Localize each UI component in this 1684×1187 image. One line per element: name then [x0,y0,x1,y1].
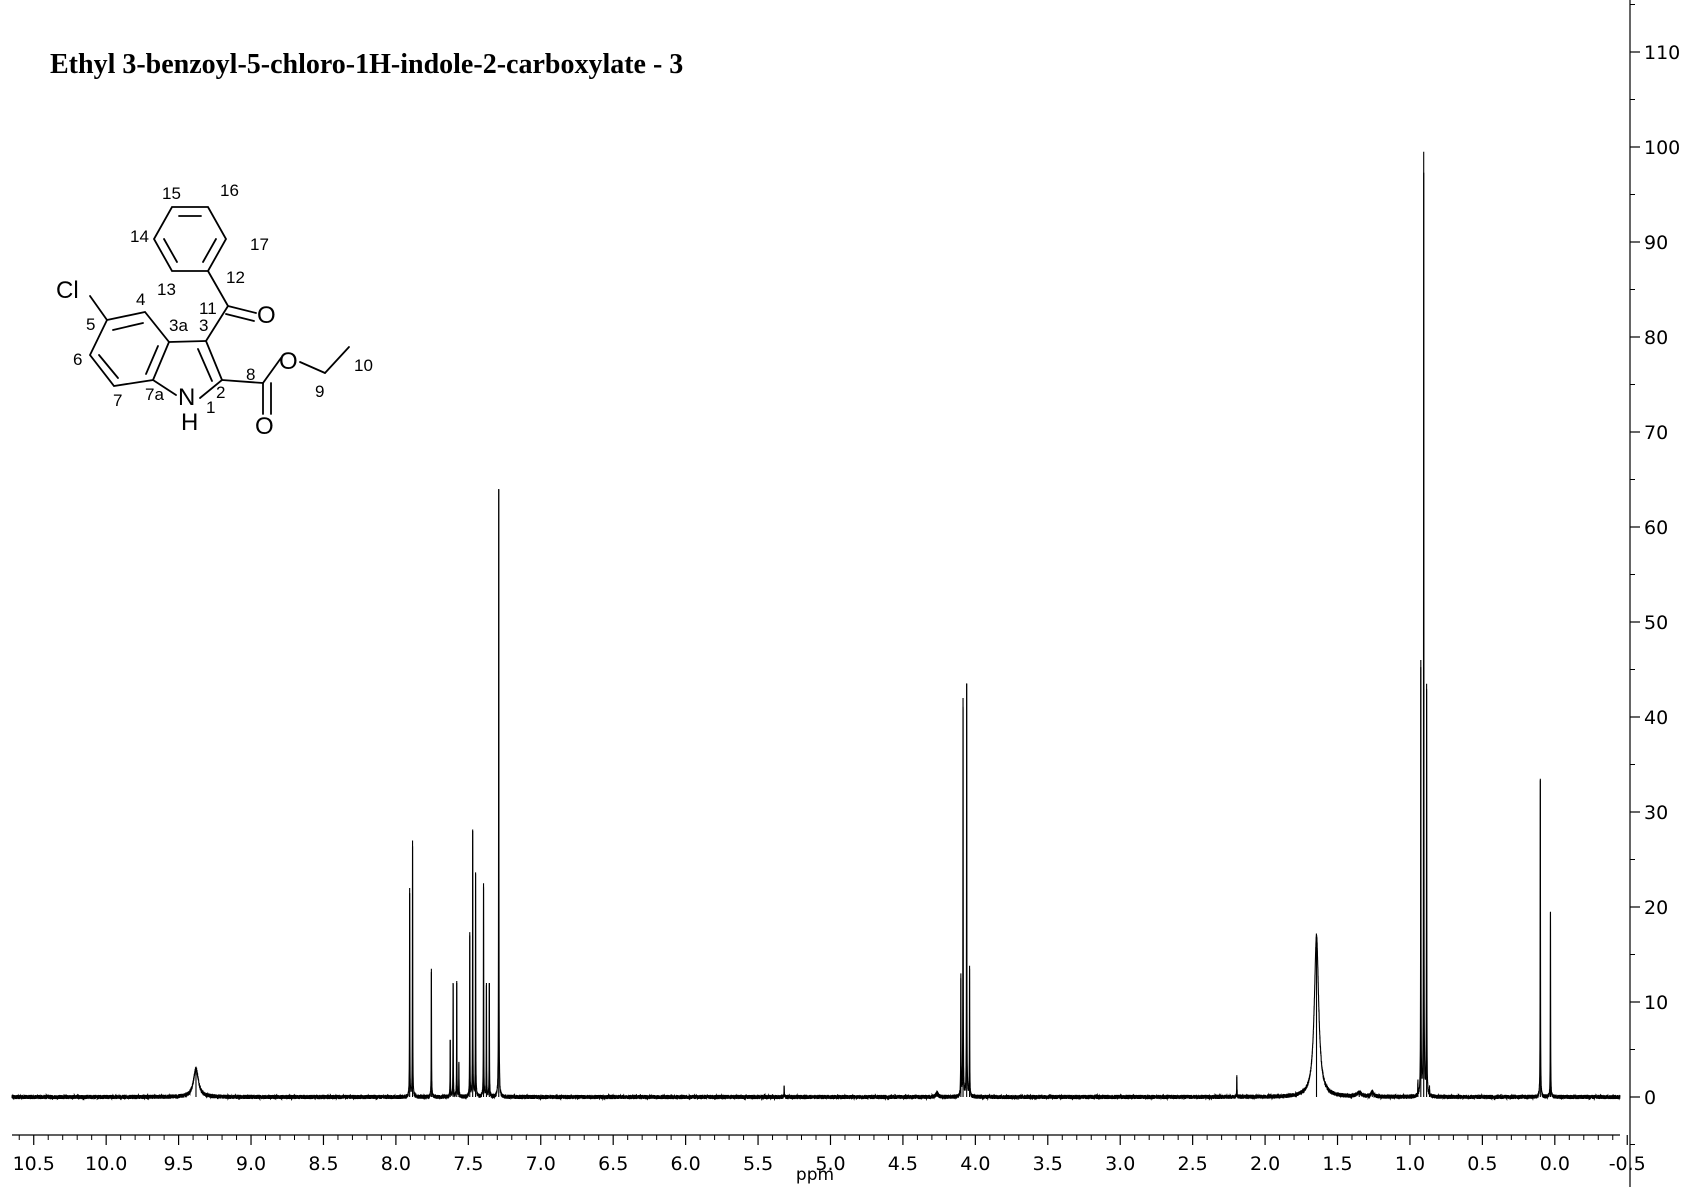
x-tick-label: 9.5 [163,1153,193,1175]
x-tick-label: 4.5 [888,1153,918,1175]
locant-1: 1 [206,398,215,417]
x-tick-label: 4.0 [960,1153,990,1175]
x-tick-label: 8.5 [308,1153,338,1175]
spectrum-line [11,172,1621,1102]
indole-double-bond-3 [145,345,159,375]
x-tick-label: 9.0 [236,1153,266,1175]
x-tick-label: 10.0 [85,1153,127,1175]
bond-3a-3 [168,340,207,343]
phenyl-double-bond-2 [202,238,217,263]
indole-double-bond-2 [98,354,119,379]
locant-13: 13 [157,280,176,299]
bond-2-n [199,379,223,399]
x-tick-label: 2.0 [1250,1153,1280,1175]
y-tick-label: 30 [1644,802,1668,824]
atom-o-ketone: O [257,302,276,329]
y-tick-label: 10 [1644,992,1668,1014]
atom-h: H [181,409,198,436]
atom-o-ester: O [279,348,298,375]
atom-n: N [178,384,195,411]
locant-10: 10 [354,356,373,375]
bond-11-3 [205,305,229,342]
indole-double-bond-1 [112,322,144,331]
bond-3-2-2 [197,348,213,382]
x-tick-label: -0.5 [1609,1153,1646,1175]
x-tick-label: 3.5 [1033,1153,1063,1175]
locant-12: 12 [226,268,245,287]
bond-5-cl [89,295,108,321]
y-tick-label: 50 [1644,612,1668,634]
y-tick-label: 20 [1644,897,1668,919]
bond-11-o-2 [225,313,255,322]
bond-2-8 [221,379,264,384]
atom-cl: Cl [56,277,79,304]
bond-11-o-1 [227,305,257,314]
locant-4: 4 [136,290,145,309]
peak-marks [195,151,1552,1097]
x-tick-label: 0.0 [1540,1153,1570,1175]
locant-3a: 3a [169,316,188,335]
bond-n-7a [152,379,177,396]
y-tick-label: 40 [1644,707,1668,729]
bond-o-9 [299,361,326,374]
y-tick-label: 60 [1644,517,1668,539]
locant-14: 14 [130,227,149,246]
molecule-structure: Cl O O O N H 15 16 14 17 12 13 4 11 5 3a… [56,181,373,440]
locant-7a: 7a [145,385,164,404]
chart-title: Ethyl 3-benzoyl-5-chloro-1H-indole-2-car… [50,49,683,80]
locant-6: 6 [73,350,82,369]
phenyl-double-bond-3 [163,238,178,263]
x-tick-label: 6.0 [671,1153,701,1175]
locant-2: 2 [216,383,225,402]
x-axis: 10.5 10.0 9.5 9.0 8.5 8.0 7.5 7.0 6.5 6.0 5.5 5.0 4.… [12,1134,1646,1175]
locant-17: 17 [250,235,269,254]
y-tick-label: 90 [1644,232,1668,254]
x-tick-label: 7.5 [453,1153,483,1175]
bond-8-o-ester [262,357,282,384]
locant-3: 3 [199,316,208,335]
y-tick-label: 70 [1644,422,1668,444]
y-axis: 0 10 20 30 40 50 60 70 80 90 100 110 [1629,0,1680,1187]
locant-15: 15 [162,184,181,203]
x-tick-label: 6.5 [598,1153,628,1175]
x-tick-label: 8.0 [381,1153,411,1175]
locant-8: 8 [246,365,255,384]
x-tick-label: 3.0 [1105,1153,1135,1175]
x-tick-label: 2.5 [1178,1153,1208,1175]
x-tick-label: 5.0 [815,1153,845,1175]
locant-9: 9 [315,382,324,401]
bond-12-11 [207,270,229,307]
x-tick-label: 10.5 [13,1153,55,1175]
y-tick-label: 110 [1644,42,1680,64]
x-tick-label: 5.5 [743,1153,773,1175]
locant-5: 5 [86,315,95,334]
locant-7: 7 [113,391,122,410]
x-tick-label: 1.5 [1322,1153,1352,1175]
bond-3-2-1 [205,340,223,381]
bond-9-10 [324,346,350,374]
x-tick-label: 1.0 [1395,1153,1425,1175]
x-axis-label: ppm [796,1165,834,1185]
atom-o-carbonyl: O [255,413,274,440]
y-tick-label: 100 [1644,137,1680,159]
y-tick-label: 80 [1644,327,1668,349]
y-tick-label: 0 [1644,1087,1656,1109]
x-tick-label: 7.0 [526,1153,556,1175]
locant-11: 11 [199,299,217,318]
x-tick-label: 0.5 [1467,1153,1497,1175]
locant-16: 16 [220,181,239,200]
